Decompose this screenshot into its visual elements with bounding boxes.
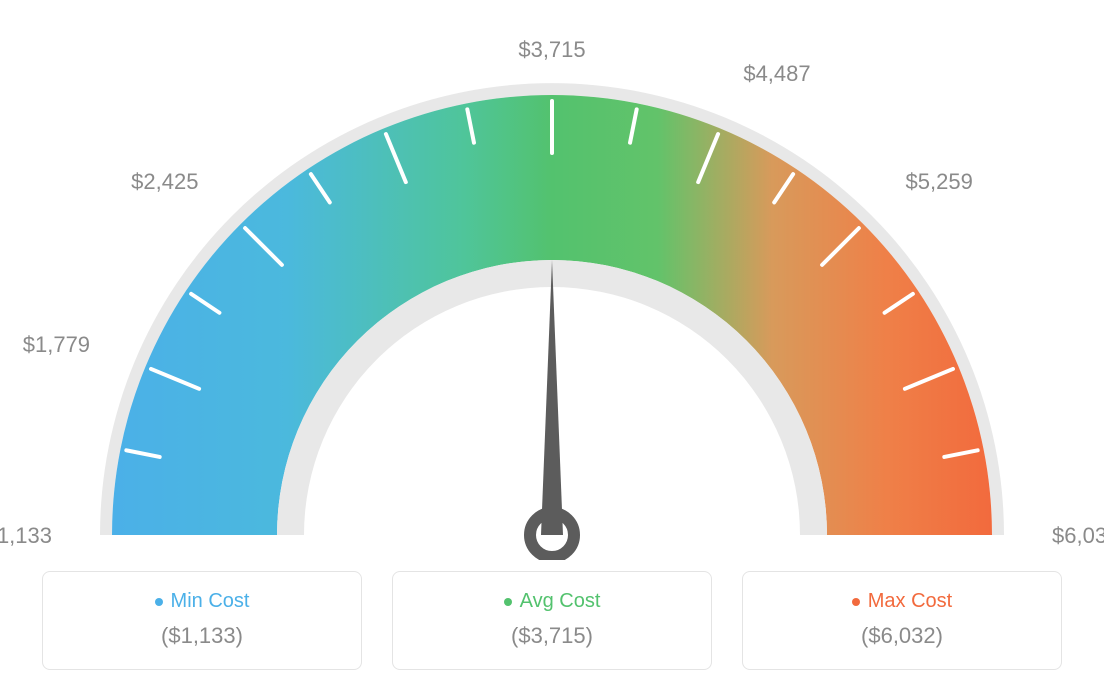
gauge-container: $1,133 $1,779 $2,425 $3,715 $4,487 $5,259 $6,0…	[0, 0, 1104, 560]
legend-title-min-text: Min Cost	[171, 590, 250, 613]
gauge-tick-label: $2,425	[118, 169, 198, 195]
legend-row: Min Cost ($1,133) Avg Cost ($3,715) Max …	[0, 571, 1104, 670]
gauge-tick-label: $3,715	[512, 37, 592, 63]
legend-value-max: ($6,032)	[763, 623, 1041, 649]
legend-card-min: Min Cost ($1,133)	[42, 571, 362, 670]
gauge-tick-label: $6,032	[1052, 523, 1104, 549]
legend-card-max: Max Cost ($6,032)	[742, 571, 1062, 670]
legend-title-min: Min Cost	[155, 590, 250, 613]
gauge-tick-label: $1,133	[0, 523, 52, 549]
gauge-tick-label: $1,779	[10, 332, 90, 358]
legend-title-max: Max Cost	[852, 590, 952, 613]
legend-title-avg-text: Avg Cost	[520, 590, 601, 613]
legend-title-max-text: Max Cost	[868, 590, 952, 613]
dot-icon	[155, 598, 163, 606]
gauge-tick-label: $4,487	[743, 61, 810, 87]
legend-value-avg: ($3,715)	[413, 623, 691, 649]
dot-icon	[852, 598, 860, 606]
legend-card-avg: Avg Cost ($3,715)	[392, 571, 712, 670]
gauge-chart	[67, 60, 1037, 560]
legend-value-min: ($1,133)	[63, 623, 341, 649]
legend-title-avg: Avg Cost	[504, 590, 601, 613]
dot-icon	[504, 598, 512, 606]
gauge-tick-label: $5,259	[906, 169, 973, 195]
